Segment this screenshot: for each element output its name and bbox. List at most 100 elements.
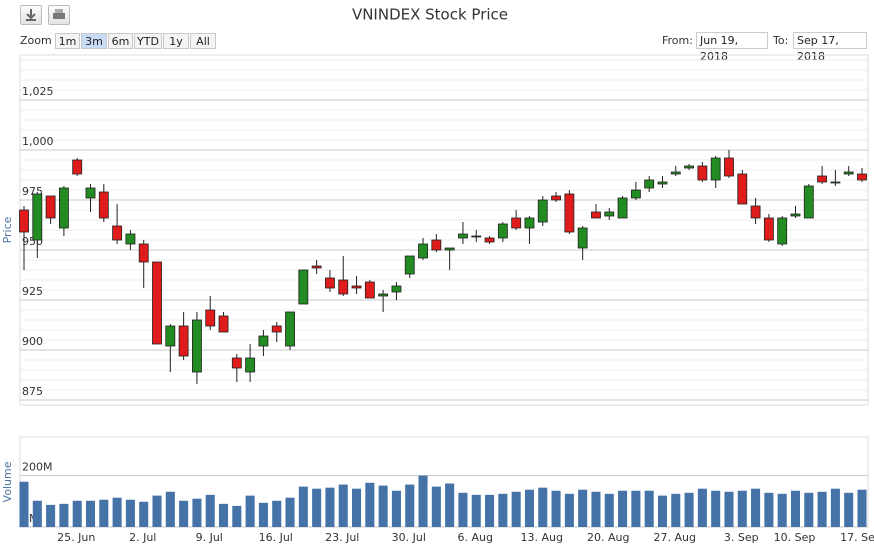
volume-bar: [737, 490, 747, 527]
volume-bar: [59, 503, 69, 527]
x-tick-label: 23. Jul: [325, 531, 359, 544]
volume-bar: [790, 490, 801, 527]
candle-body: [364, 281, 375, 299]
range-button[interactable]: YTD: [134, 33, 162, 49]
candle-body: [311, 265, 322, 269]
candle-body: [843, 171, 854, 175]
candle-body: [790, 213, 801, 217]
candle-body: [444, 247, 455, 251]
volume-bar: [671, 493, 681, 527]
volume-bar: [139, 501, 149, 527]
from-input[interactable]: Jun 19, 2018: [696, 32, 768, 63]
candle-body: [32, 193, 43, 241]
volume-bar: [604, 493, 614, 527]
y-tick-label: 950: [22, 235, 43, 248]
y-tick-label: 1,000: [22, 135, 54, 148]
candle-body: [285, 311, 295, 347]
candle-body: [737, 173, 748, 205]
volume-bar: [764, 492, 774, 527]
candle-body: [803, 185, 814, 219]
candle-body: [112, 225, 123, 241]
volume-bar: [498, 493, 508, 527]
candle-body: [551, 195, 561, 201]
y-tick-label: 875: [22, 385, 43, 398]
candle-body: [511, 217, 522, 229]
volume-bar: [631, 490, 641, 527]
volume-bar: [298, 486, 308, 527]
x-tick-label: 3. Sep: [724, 531, 759, 544]
from-label: From:: [662, 34, 693, 47]
volume-bar: [857, 489, 867, 527]
candle-body: [45, 195, 56, 219]
volume-bar: [352, 488, 362, 527]
volume-bar: [272, 500, 282, 527]
volume-bar: [378, 485, 388, 527]
volume-bar: [564, 493, 574, 527]
candle-body: [325, 277, 335, 289]
range-button[interactable]: 1y: [163, 33, 189, 49]
candle-body: [537, 199, 548, 223]
download-button[interactable]: [20, 5, 42, 25]
candle-body: [497, 223, 508, 239]
range-button[interactable]: 1m: [55, 33, 80, 49]
y-tick-label: 1,025: [22, 85, 54, 98]
candle-body: [298, 269, 309, 305]
candle-body: [98, 191, 109, 219]
volume-bar: [85, 500, 96, 527]
volume-bar: [445, 483, 455, 527]
y-tick-label: 925: [22, 285, 43, 298]
volume-bar: [285, 497, 295, 527]
candle-body: [763, 217, 774, 241]
range-button[interactable]: All: [190, 33, 216, 49]
candle-body: [165, 325, 176, 347]
chart-title: VNINDEX Stock Price: [352, 6, 508, 24]
x-tick-label: 20. Aug: [587, 531, 629, 544]
volume-bar: [511, 491, 521, 527]
volume-bar: [205, 494, 215, 527]
candle-body: [830, 181, 841, 184]
candle-body: [138, 243, 149, 263]
x-tick-label: 16. Jul: [259, 531, 293, 544]
x-tick-label: 30. Jul: [392, 531, 426, 544]
volume-bar: [684, 492, 694, 527]
volume-bar: [405, 484, 415, 527]
candle-body: [724, 157, 734, 177]
candle-body: [431, 239, 442, 251]
volume-bar: [312, 488, 322, 527]
volume-bar: [844, 492, 854, 527]
y-axis-title: Price: [1, 216, 14, 243]
candle-body: [630, 189, 641, 199]
range-button[interactable]: 6m: [108, 33, 133, 49]
volume-bar: [697, 488, 707, 527]
candle-body: [524, 217, 535, 229]
y-tick-label: 975: [22, 185, 43, 198]
candle-body: [777, 217, 788, 245]
volume-bar: [591, 491, 601, 527]
candle-body: [644, 179, 655, 189]
print-button[interactable]: [48, 5, 70, 25]
candle-body: [218, 315, 229, 333]
candle-body: [205, 309, 216, 327]
candle-body: [178, 325, 189, 357]
volume-bar: [245, 495, 255, 527]
volume-bar: [418, 475, 428, 527]
candle-body: [484, 237, 495, 243]
volume-bar: [551, 490, 561, 527]
to-input[interactable]: Sep 17, 2018: [793, 32, 867, 63]
candle-body: [258, 335, 269, 347]
candle-body: [378, 293, 389, 297]
candle-body: [72, 159, 83, 175]
volume-bar: [46, 504, 56, 527]
volume-bar: [152, 495, 162, 527]
volume-bar: [125, 499, 135, 527]
candle-body: [231, 357, 242, 369]
volume-bar: [165, 491, 175, 527]
x-tick-label: 6. Aug: [458, 531, 493, 544]
range-button[interactable]: 3m: [81, 33, 107, 49]
candle-body: [391, 285, 402, 293]
volume-bar: [192, 498, 202, 527]
volume-bar: [325, 487, 335, 527]
candle-body: [58, 187, 69, 229]
volume-bar: [644, 490, 654, 527]
